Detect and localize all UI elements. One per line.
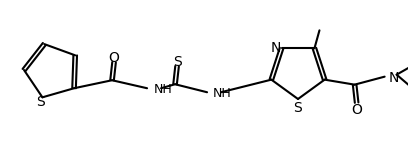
Text: N: N	[389, 71, 399, 85]
Text: NH: NH	[213, 87, 232, 100]
Text: S: S	[173, 55, 182, 69]
Text: NH: NH	[154, 83, 173, 96]
Text: S: S	[36, 95, 45, 109]
Text: N: N	[271, 41, 281, 55]
Text: O: O	[109, 51, 120, 65]
Text: O: O	[351, 103, 362, 117]
Text: S: S	[294, 101, 302, 114]
